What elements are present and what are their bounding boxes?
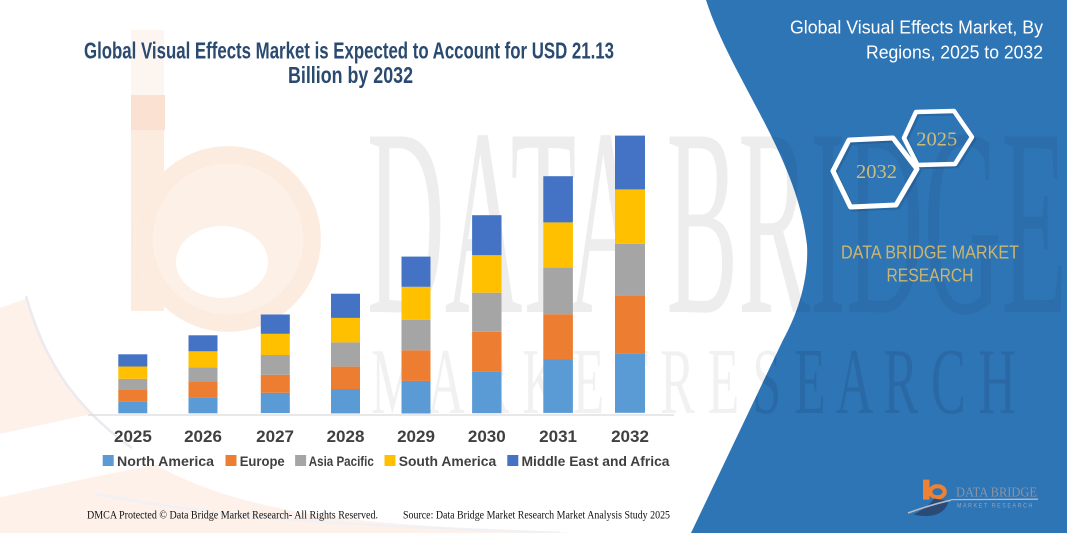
svg-text:Source: Data Bridge Market Res: Source: Data Bridge Market Research Mark… [403,510,670,522]
svg-text:North America: North America [117,453,214,469]
svg-text:Billion by 2032: Billion by 2032 [288,62,413,88]
svg-text:2027: 2027 [256,427,294,446]
svg-text:2029: 2029 [397,427,435,446]
svg-text:Asia Pacific: Asia Pacific [309,453,374,469]
svg-text:2031: 2031 [539,427,577,446]
svg-text:South America: South America [399,453,497,469]
svg-text:Global Visual Effects Market,: Global Visual Effects Market, By [790,17,1044,38]
svg-text:DMCA Protected © Data Bridge M: DMCA Protected © Data Bridge Market Rese… [87,510,378,522]
svg-text:2032: 2032 [856,161,897,183]
svg-text:DATA BRIDGE: DATA BRIDGE [367,73,1067,370]
svg-text:Europe: Europe [240,453,285,469]
svg-text:Middle East and Africa: Middle East and Africa [522,453,670,469]
svg-text:2030: 2030 [468,427,506,446]
svg-text:DATA BRIDGE MARKET: DATA BRIDGE MARKET [841,243,1019,263]
svg-text:MARKET RESEARCH: MARKET RESEARCH [957,502,1034,509]
svg-text:DATA BRIDGE: DATA BRIDGE [956,485,1037,500]
svg-text:2026: 2026 [184,427,222,446]
svg-text:RESEARCH: RESEARCH [887,265,974,285]
svg-text:2032: 2032 [611,427,649,446]
svg-text:Regions, 2025 to 2032: Regions, 2025 to 2032 [866,41,1043,62]
svg-text:Global Visual Effects Market i: Global Visual Effects Market is Expected… [84,38,614,64]
svg-text:2028: 2028 [327,427,365,446]
svg-text:2025: 2025 [114,427,152,446]
svg-text:2025: 2025 [916,129,957,151]
